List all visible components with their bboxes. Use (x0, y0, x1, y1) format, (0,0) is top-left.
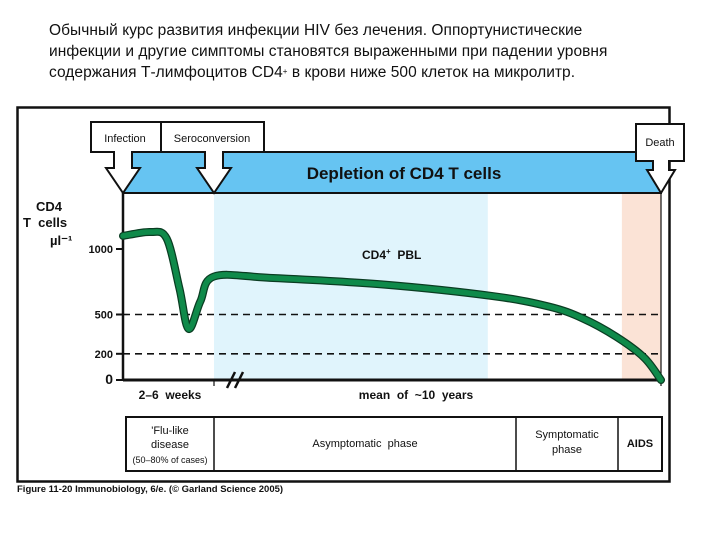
caption-line-3-pre: содержания Т-лимфоцитов CD4 (49, 64, 283, 81)
figure-credit: Figure 11-20 Immunobiology, 6/e. (© Garl… (17, 484, 284, 495)
death-callout: Death (635, 123, 685, 195)
y-axis-label-tcells: T cells (23, 215, 67, 230)
asymptomatic-region (214, 193, 488, 380)
axis-break-icon (225, 371, 245, 389)
phase-table: 'Flu-like disease (50–80% of cases) Asym… (125, 416, 663, 472)
phase-symptomatic-line2: phase (552, 444, 582, 456)
phase-symptomatic-line1: Symptomatic (535, 429, 599, 441)
caption-line-3: содержания Т-лимфоцитов CD4+ в крови ниж… (49, 62, 699, 83)
y-axis-label-unit: µl⁻¹ (50, 233, 72, 248)
caption-line-3-post: в крови ниже 500 клеток на микролитр. (287, 64, 576, 81)
y-tick-label-500: 500 (95, 310, 113, 322)
y-tick-label-200: 200 (95, 349, 113, 361)
infection-label: Infection (104, 133, 146, 145)
caption-line-2: инфекции и другие симптомы становятся вы… (49, 43, 608, 60)
seroconversion-label: Seroconversion (174, 133, 250, 145)
banner-label: Depletion of CD4 T cells (307, 164, 502, 183)
cd4-curve (120, 229, 664, 383)
y-axis-label-cd4: CD4 (36, 199, 63, 214)
slide-caption: Обычный курс развития инфекции HIV без л… (49, 20, 699, 83)
phase-flu-line2: disease (151, 439, 189, 451)
x-label-years: mean of ~10 years (359, 388, 474, 402)
phase-flu-line3: (50–80% of cases) (132, 455, 207, 465)
caption-superscript: + (282, 67, 288, 76)
seroconversion-arrow-icon (160, 121, 265, 195)
death-label: Death (645, 137, 674, 149)
y-tick-label-1000: 1000 (89, 244, 113, 256)
death-arrow-icon (635, 123, 685, 195)
caption-line-1: Обычный курс развития инфекции HIV без л… (49, 22, 583, 39)
series-label: CD4+ PBL (362, 247, 421, 262)
y-tick-label-0: 0 (105, 371, 113, 387)
phase-asymptomatic: Asymptomatic phase (312, 438, 417, 450)
phase-flu-line1: 'Flu-like (151, 425, 189, 437)
seroconversion-callout: Seroconversion (160, 121, 265, 195)
phase-aids: AIDS (627, 438, 653, 450)
x-label-weeks: 2–6 weeks (139, 388, 202, 402)
infection-callout: Infection (90, 121, 162, 195)
